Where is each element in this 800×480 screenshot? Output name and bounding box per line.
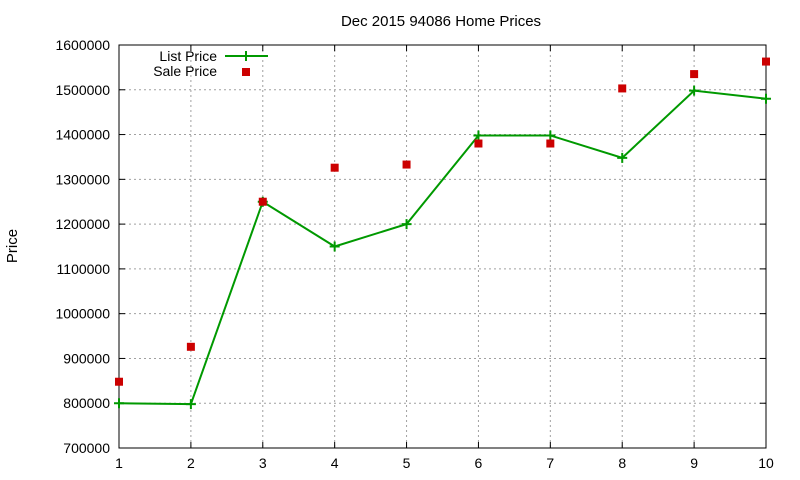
plot-frame <box>118 44 767 449</box>
x-tick-label: 9 <box>690 455 698 471</box>
sale-price-point <box>330 163 339 172</box>
list-price-point <box>473 130 484 141</box>
x-tick-label: 3 <box>259 455 267 471</box>
list-price-point <box>689 85 700 96</box>
y-tick-label: 1600000 <box>55 37 110 53</box>
axes: 700000 800000 900000 1000000 1100000 1200000 1… <box>55 37 774 471</box>
legend-label-sale-price: Sale Price <box>153 63 217 79</box>
chart-title: Dec 2015 94086 Home Prices <box>341 13 541 30</box>
legend-marker-list-price <box>241 51 251 61</box>
sale-price-point <box>186 342 195 351</box>
y-tick-label: 800000 <box>63 395 110 411</box>
list-price-point <box>185 399 196 410</box>
x-tick-label: 1 <box>115 455 123 471</box>
list-price-point <box>545 130 556 141</box>
y-tick-label: 1400000 <box>55 127 110 143</box>
y-tick-label: 1500000 <box>55 82 110 98</box>
x-tick-label: 7 <box>546 455 554 471</box>
x-tick-label: 2 <box>187 455 195 471</box>
x-tick-label: 10 <box>758 455 774 471</box>
series-layer <box>114 57 771 410</box>
sale-price-point <box>402 160 411 169</box>
y-tick-label: 1100000 <box>57 261 111 277</box>
list-price-point <box>401 219 412 230</box>
list-price-point <box>329 241 340 252</box>
y-tick-label: 900000 <box>63 350 110 366</box>
list-price-line <box>118 89 767 406</box>
legend-marker-sale-price <box>242 68 250 76</box>
list-price-point <box>114 398 124 409</box>
x-tick-label: 4 <box>331 455 339 471</box>
y-tick-label: 1200000 <box>55 216 110 232</box>
sale-price-point <box>474 139 483 148</box>
sale-price-point <box>115 377 123 386</box>
x-tick-label: 6 <box>475 455 483 471</box>
grid <box>119 45 766 448</box>
y-axis-label: Price <box>4 229 21 263</box>
sale-price-point <box>258 197 267 206</box>
y-tick-label: 1000000 <box>55 306 110 322</box>
list-price-point <box>761 93 771 104</box>
y-tick-label: 700000 <box>63 440 110 456</box>
x-tick-label: 5 <box>403 455 411 471</box>
sale-price-point <box>546 139 555 148</box>
sale-price-point <box>690 70 699 79</box>
list-price-point <box>617 152 628 163</box>
y-tick-label: 1300000 <box>55 171 110 187</box>
legend-label-list-price: List Price <box>159 48 217 64</box>
sale-price-point <box>762 57 770 66</box>
x-tick-label: 8 <box>618 455 626 471</box>
sale-price-point <box>618 84 627 93</box>
